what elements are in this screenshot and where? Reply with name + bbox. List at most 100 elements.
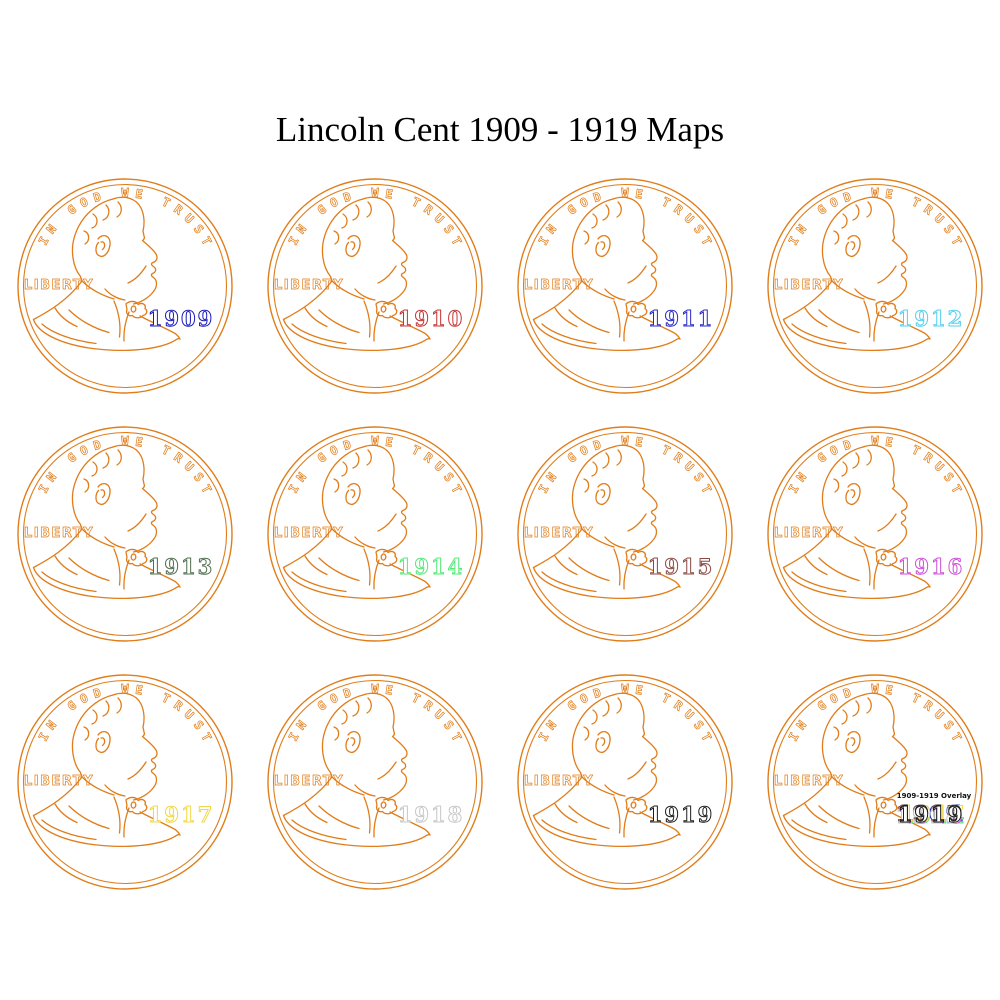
motto-letter: N	[544, 718, 560, 732]
motto-letter: R	[171, 202, 186, 218]
motto-letter: I	[536, 482, 552, 495]
liberty-text: LIBERTY	[524, 526, 594, 541]
motto-letter: I	[536, 234, 552, 247]
motto-letter: D	[842, 686, 853, 702]
motto-letter: T	[160, 443, 173, 459]
motto-letter: I	[786, 482, 802, 495]
motto-letter: E	[884, 435, 893, 450]
motto-letter: I	[36, 234, 52, 247]
motto-letter: S	[691, 470, 707, 484]
motto-letter: T	[910, 195, 923, 211]
motto-letter: E	[384, 435, 393, 450]
page-title: Lincoln Cent 1909 - 1919 Maps	[275, 110, 725, 149]
liberty-text: LIBERTY	[524, 774, 594, 789]
overlay-year-text: 1919	[898, 801, 964, 826]
motto-letter: R	[171, 450, 186, 466]
motto-letter: E	[134, 435, 143, 450]
motto-letter: R	[921, 698, 936, 714]
motto-letter: T	[660, 691, 673, 707]
motto-letter: D	[342, 190, 353, 206]
date-text: 1910	[398, 306, 464, 331]
overlay-year-text: 1912	[896, 803, 962, 828]
overlay-year-text: 1915	[896, 801, 962, 826]
motto-letter: G	[815, 450, 829, 466]
overlay-year-text: 1918	[896, 803, 962, 828]
motto-letter: W	[121, 186, 129, 200]
motto-letter: O	[828, 195, 841, 211]
motto-letter: O	[578, 195, 591, 211]
motto-letter: W	[371, 682, 379, 696]
overlay-label: 1909-1919 Overlay	[897, 792, 972, 800]
motto-letter: N	[294, 222, 310, 236]
motto-letter: G	[65, 450, 79, 466]
motto-letter: R	[421, 202, 436, 218]
motto-letter: D	[92, 190, 103, 206]
motto-letter: R	[421, 698, 436, 714]
motto-letter: R	[671, 202, 686, 218]
overlay-year-text: 1914	[900, 803, 966, 828]
motto-letter: S	[441, 718, 457, 732]
motto-letter: I	[536, 730, 552, 743]
motto-letter: T	[448, 730, 464, 743]
motto-letter: S	[691, 222, 707, 236]
motto-letter: O	[578, 443, 591, 459]
motto-letter: S	[941, 222, 957, 236]
motto-letter: O	[328, 195, 341, 211]
motto-letter: T	[698, 234, 714, 247]
date-text: 1911	[648, 306, 714, 331]
motto-letter: W	[371, 434, 379, 448]
motto-letter: T	[410, 443, 423, 459]
motto-letter: S	[691, 718, 707, 732]
motto-letter: T	[948, 730, 964, 743]
liberty-text: LIBERTY	[774, 278, 844, 293]
motto-letter: W	[621, 434, 629, 448]
motto-letter: U	[432, 211, 447, 226]
liberty-text: LIBERTY	[24, 774, 94, 789]
motto-letter: T	[948, 234, 964, 247]
motto-letter: T	[910, 443, 923, 459]
motto-letter: S	[941, 470, 957, 484]
motto-letter: G	[565, 202, 579, 218]
motto-letter: G	[315, 202, 329, 218]
motto-letter: U	[432, 459, 447, 474]
motto-letter: N	[294, 470, 310, 484]
motto-letter: G	[815, 698, 829, 714]
motto-letter: S	[191, 470, 207, 484]
overlay-year-text: 1910	[898, 803, 964, 828]
motto-letter: I	[36, 730, 52, 743]
date-text: 1912	[898, 306, 964, 331]
motto-letter: D	[92, 686, 103, 702]
motto-letter: T	[448, 234, 464, 247]
motto-letter: D	[842, 438, 853, 454]
motto-letter: N	[544, 222, 560, 236]
motto-letter: D	[342, 686, 353, 702]
date-text: 1916	[898, 554, 964, 579]
motto-letter: U	[682, 211, 697, 226]
motto-letter: T	[660, 443, 673, 459]
motto-letter: O	[328, 443, 341, 459]
motto-letter: I	[286, 730, 302, 743]
motto-letter: I	[786, 234, 802, 247]
motto-letter: R	[921, 450, 936, 466]
motto-letter: O	[78, 691, 91, 707]
motto-letter: E	[884, 683, 893, 698]
motto-letter: W	[871, 186, 879, 200]
motto-letter: G	[65, 698, 79, 714]
motto-letter: T	[160, 195, 173, 211]
liberty-text: LIBERTY	[774, 774, 844, 789]
motto-letter: U	[682, 459, 697, 474]
motto-letter: R	[921, 202, 936, 218]
